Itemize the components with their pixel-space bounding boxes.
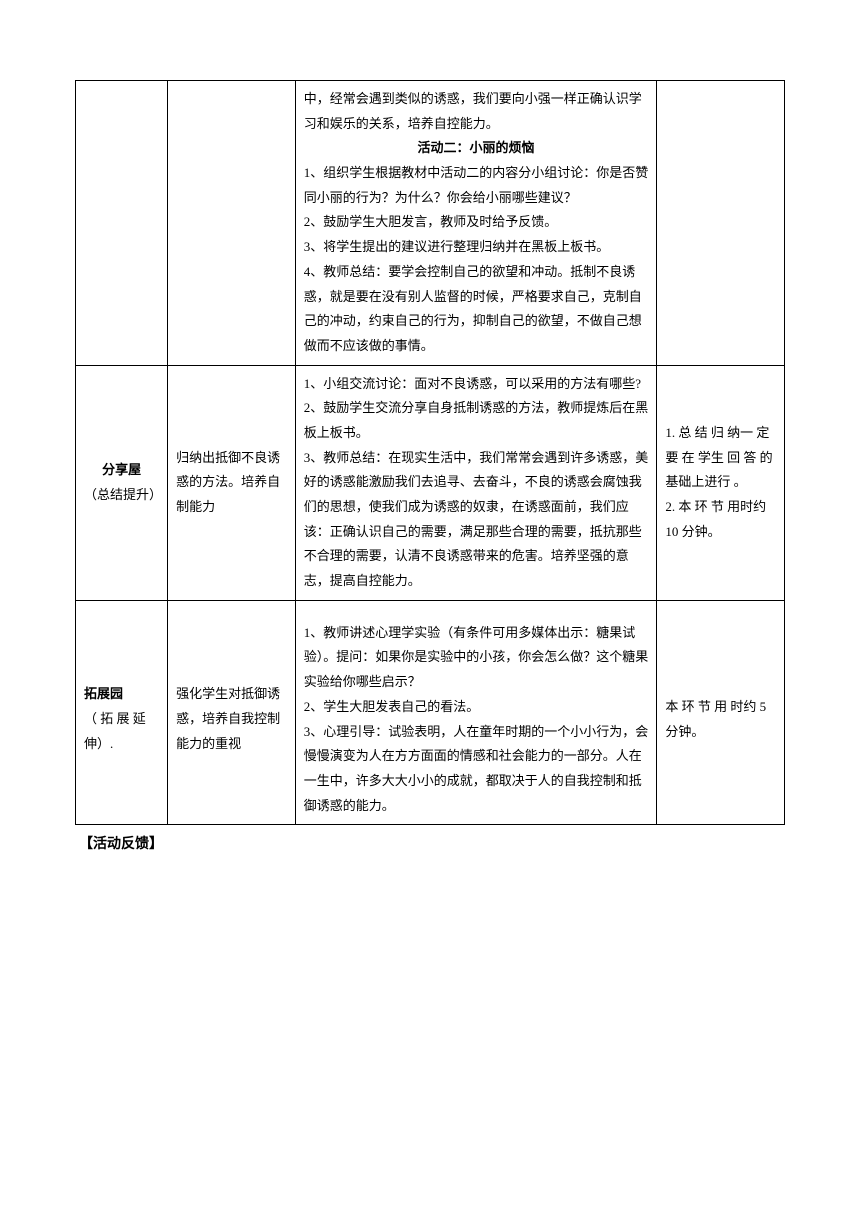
- footer-heading: 【活动反馈】: [79, 833, 785, 853]
- content-item: 3、将学生提出的建议进行整理归纳并在黑板上板书。: [304, 235, 649, 260]
- lesson-plan-table: 中，经常会遇到类似的诱惑，我们要向小强一样正确认识学习和娱乐的关系，培养自控能力…: [75, 80, 785, 825]
- activity-content-cell: 中，经常会遇到类似的诱惑，我们要向小强一样正确认识学习和娱乐的关系，培养自控能力…: [295, 81, 657, 366]
- objective-cell: [168, 81, 296, 366]
- table-row: 拓展园 （ 拓 展 延伸）. 强化学生对抵御诱惑，培养自我控制能力的重视 1、教…: [76, 600, 785, 825]
- content-item: 4、教师总结：要学会控制自己的欲望和冲动。抵制不良诱惑，就是要在没有别人监督的时…: [304, 260, 649, 359]
- note-item: 1. 总 结 归 纳一 定 要 在 学生 回 答 的 基础上进行 。: [665, 421, 776, 495]
- content-item: 2、学生大胆发表自己的看法。: [304, 695, 649, 720]
- note-item: 2. 本 环 节 用时约 10 分钟。: [665, 495, 776, 544]
- objective-cell: 强化学生对抵御诱惑，培养自我控制能力的重视: [168, 600, 296, 825]
- content-item: 2、鼓励学生交流分享自身抵制诱惑的方法，教师提炼后在黑板上板书。: [304, 396, 649, 445]
- content-item: 1、小组交流讨论：面对不良诱惑，可以采用的方法有哪些?: [304, 372, 649, 397]
- section-subtitle: （总结提升）: [84, 483, 159, 508]
- section-name-cell: 分享屋 （总结提升）: [76, 365, 168, 600]
- activity-title: 活动二：小丽的烦恼: [304, 136, 649, 161]
- table-row: 中，经常会遇到类似的诱惑，我们要向小强一样正确认识学习和娱乐的关系，培养自控能力…: [76, 81, 785, 366]
- section-name-cell: [76, 81, 168, 366]
- content-item: 1、组织学生根据教材中活动二的内容分小组讨论：你是否赞同小丽的行为？为什么？你会…: [304, 161, 649, 210]
- content-paragraph: 中，经常会遇到类似的诱惑，我们要向小强一样正确认识学习和娱乐的关系，培养自控能力…: [304, 87, 649, 136]
- activity-content-cell: 1、小组交流讨论：面对不良诱惑，可以采用的方法有哪些? 2、鼓励学生交流分享自身…: [295, 365, 657, 600]
- section-name-cell: 拓展园 （ 拓 展 延伸）.: [76, 600, 168, 825]
- content-item: 1、教师讲述心理学实验（有条件可用多媒体出示：糖果试验）。提问：如果你是实验中的…: [304, 621, 649, 695]
- notes-cell: [657, 81, 785, 366]
- section-title: 分享屋: [84, 458, 159, 483]
- activity-content-cell: 1、教师讲述心理学实验（有条件可用多媒体出示：糖果试验）。提问：如果你是实验中的…: [295, 600, 657, 825]
- notes-cell: 本 环 节 用 时约 5 分钟。: [657, 600, 785, 825]
- section-title: 拓展园: [84, 682, 159, 707]
- content-item: 3、教师总结：在现实生活中，我们常常会遇到许多诱惑，美好的诱惑能激励我们去追寻、…: [304, 446, 649, 594]
- content-item: 2、鼓励学生大胆发言，教师及时给予反馈。: [304, 210, 649, 235]
- section-subtitle: （ 拓 展 延伸）.: [84, 707, 159, 756]
- objective-cell: 归纳出抵御不良诱惑的方法。培养自制能力: [168, 365, 296, 600]
- notes-cell: 1. 总 结 归 纳一 定 要 在 学生 回 答 的 基础上进行 。 2. 本 …: [657, 365, 785, 600]
- table-row: 分享屋 （总结提升） 归纳出抵御不良诱惑的方法。培养自制能力 1、小组交流讨论：…: [76, 365, 785, 600]
- content-item: 3、心理引导：试验表明，人在童年时期的一个小小行为，会慢慢演变为人在方方面面的情…: [304, 720, 649, 819]
